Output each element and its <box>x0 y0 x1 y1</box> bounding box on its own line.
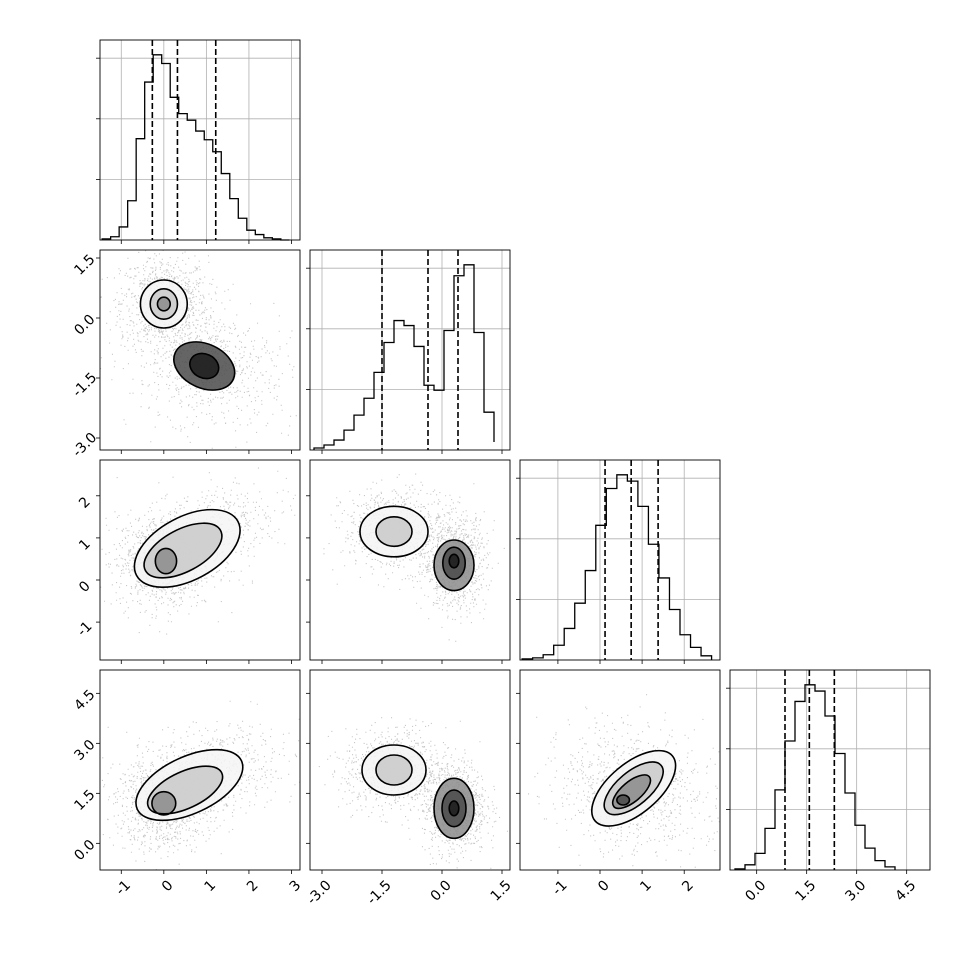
contour-line <box>448 553 460 569</box>
contour-line <box>149 287 179 320</box>
contour-line <box>603 761 664 816</box>
scatter-points <box>310 717 508 869</box>
y-tick-label: 1.5 <box>71 787 98 814</box>
x-tick-label: 3.0 <box>842 877 869 904</box>
y-tick-label: 1 <box>76 536 94 554</box>
contour-line <box>590 749 677 827</box>
panel-content <box>100 467 300 635</box>
contour-line <box>361 744 427 796</box>
y-tick-label: 1.5 <box>71 252 98 279</box>
x-tick-label: 0.0 <box>742 877 769 904</box>
contour-line <box>154 547 178 575</box>
pair-panel-0-2 <box>96 459 301 664</box>
panel-frame <box>99 459 301 661</box>
y-tick-label: -1 <box>74 619 95 640</box>
x-tick-label: -1.5 <box>364 877 395 908</box>
contour-line <box>448 800 460 817</box>
panel-content <box>100 250 300 449</box>
panel-frame <box>519 459 721 661</box>
contour-line <box>611 774 652 810</box>
x-tick-label: 1 <box>637 877 655 895</box>
panel-frame <box>99 39 301 241</box>
x-tick-label: 1.5 <box>488 877 515 904</box>
panel-frame <box>99 669 301 871</box>
density-fill <box>155 548 177 574</box>
y-tick-label: -3.0 <box>70 430 101 461</box>
x-tick-label: 1 <box>201 877 219 895</box>
density-fill <box>157 297 171 311</box>
pair-panel-1-2 <box>306 459 511 664</box>
panel-content <box>100 700 300 870</box>
x-tick-label: 4.5 <box>892 877 919 904</box>
contour-line <box>375 516 413 548</box>
contour-line <box>359 505 429 558</box>
density-fill <box>449 554 459 568</box>
histogram-panel-0 <box>96 39 301 244</box>
histogram-steps <box>521 474 713 660</box>
density-fill <box>376 516 412 547</box>
contour-line <box>441 546 466 580</box>
panel-frame <box>309 459 511 661</box>
contour-line <box>143 522 223 579</box>
panel-frame <box>309 669 511 871</box>
contour-line <box>133 508 241 589</box>
contour-line <box>433 777 475 840</box>
panel-frame <box>309 249 511 451</box>
panel-frame <box>729 669 931 871</box>
x-tick-label: -3.0 <box>304 877 335 908</box>
y-tick-label: 3.0 <box>71 737 98 764</box>
x-tick-label: 2 <box>244 877 262 895</box>
y-tick-label: 0.0 <box>71 312 98 339</box>
histogram-steps <box>101 54 290 241</box>
contour-line <box>441 789 467 828</box>
contour-line <box>156 296 172 312</box>
x-tick-label: 3 <box>287 877 305 895</box>
x-tick-label: -1 <box>549 877 570 898</box>
scatter-points <box>100 250 300 449</box>
x-tick-label: 0 <box>595 877 613 895</box>
histogram-steps <box>734 684 896 870</box>
density-fill <box>616 795 630 805</box>
panel-content <box>310 717 508 869</box>
contour-line <box>616 794 631 806</box>
histogram-panel-3 <box>726 669 931 874</box>
y-tick-label: -1.5 <box>70 370 101 401</box>
density-fill <box>376 755 412 785</box>
y-tick-label: 0.0 <box>71 837 98 864</box>
pair-panel-2-3 <box>516 669 721 874</box>
x-tick-label: 2 <box>679 877 697 895</box>
contour-line <box>151 790 177 816</box>
x-tick-label: -1 <box>113 877 134 898</box>
histogram-panel-2 <box>516 459 721 664</box>
density-fill <box>151 791 176 815</box>
panel-content <box>323 473 505 642</box>
x-tick-label: 0 <box>159 877 177 895</box>
x-tick-label: 1.5 <box>792 877 819 904</box>
y-tick-label: 2 <box>76 494 94 512</box>
density-fill <box>189 353 219 379</box>
pair-panel-1-3 <box>306 669 511 874</box>
density-fill <box>449 801 459 816</box>
panel-content <box>528 694 720 870</box>
pair-panel-0-1 <box>96 249 301 454</box>
x-tick-label: 0.0 <box>428 877 455 904</box>
contour-line <box>139 279 189 329</box>
histogram-panel-1 <box>306 249 511 454</box>
scatter-points <box>323 473 505 642</box>
contour-line <box>433 539 475 592</box>
y-tick-label: 0 <box>76 578 94 596</box>
panel-frame <box>519 669 721 871</box>
histogram-steps <box>313 264 495 450</box>
contour-line <box>146 765 224 815</box>
contour-line <box>189 352 220 380</box>
contour-line <box>173 341 236 391</box>
panel-frame <box>99 249 301 451</box>
pair-panel-0-3 <box>96 669 301 874</box>
contour-line <box>135 748 244 822</box>
contour-line <box>375 754 413 786</box>
y-tick-label: 4.5 <box>71 687 98 714</box>
